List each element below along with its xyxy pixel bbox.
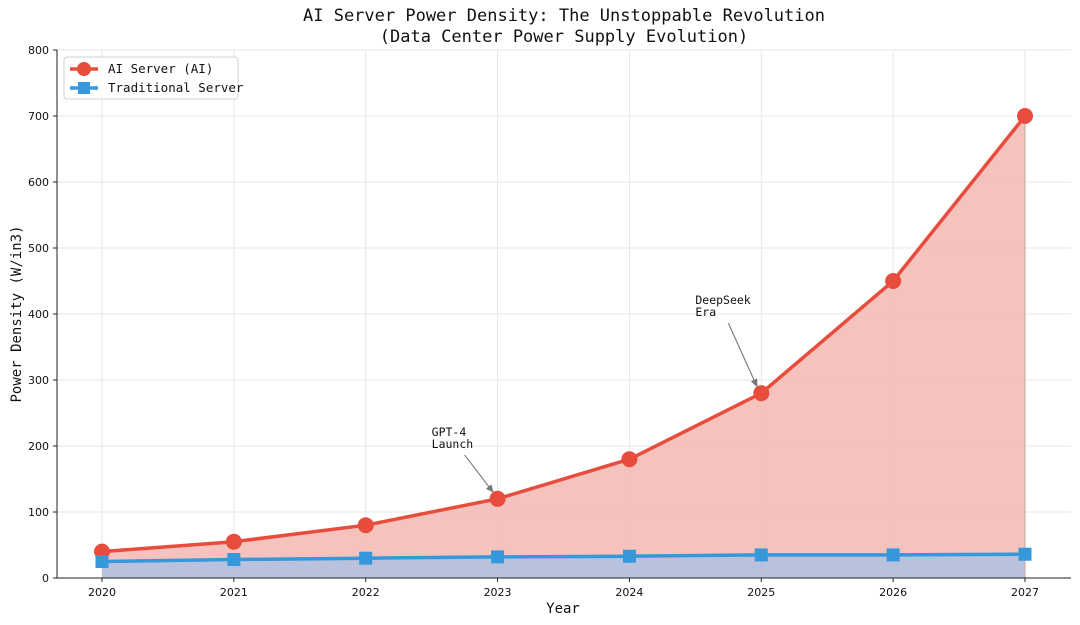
x-tick-label: 2021: [220, 586, 248, 599]
annotation-label: DeepSeek: [695, 293, 750, 307]
y-tick-label: 600: [28, 176, 49, 189]
legend-marker-traditional: [78, 82, 90, 94]
x-tick-label: 2027: [1011, 586, 1039, 599]
area-fills: [102, 116, 1026, 578]
x-tick-label: 2020: [88, 586, 116, 599]
chart-subtitle: (Data Center Power Supply Evolution): [380, 27, 748, 47]
data-point-ai: [225, 533, 242, 550]
data-point-traditional: [95, 555, 109, 568]
annotation-arrowhead: [750, 378, 758, 388]
y-tick-label: 100: [28, 506, 49, 519]
legend-label-ai: AI Server (AI): [108, 61, 213, 76]
data-point-traditional: [754, 548, 768, 562]
y-tick-label: 200: [28, 440, 49, 453]
annotation-label: GPT-4: [432, 425, 467, 439]
y-tick-label: 500: [28, 242, 49, 255]
data-point-traditional: [1018, 547, 1032, 561]
data-point-ai: [885, 273, 902, 289]
y-tick-label: 300: [28, 374, 49, 387]
x-tick-label: 2023: [484, 586, 512, 599]
data-point-traditional: [622, 549, 636, 563]
y-tick-label: 800: [28, 44, 49, 57]
legend-box: [63, 56, 239, 100]
series-lines: [94, 108, 1033, 568]
series-line-traditional: [101, 552, 1026, 564]
data-point-ai: [753, 385, 770, 402]
y-tick-label: 0: [42, 572, 49, 585]
x-tick-label: 2026: [879, 586, 907, 599]
x-tick-label: 2022: [352, 586, 380, 599]
data-point-traditional: [359, 551, 373, 565]
tick-labels: 2020 2021 2022 2023 2024 2025 2026 2027 0 100 200 3…: [28, 44, 1039, 599]
area-fill-ai: [102, 116, 1025, 562]
annotation-label: Launch: [432, 437, 474, 451]
data-point-ai: [489, 490, 506, 507]
annotation-arrow: [727, 322, 758, 388]
y-axis-label: Power Density (W/in3): [9, 225, 25, 402]
annotation-arrowhead: [485, 484, 494, 493]
legend-label-traditional: Traditional Server: [108, 80, 244, 95]
data-point-ai: [357, 517, 374, 534]
data-point-ai: [621, 451, 638, 468]
y-tick-label: 700: [28, 110, 49, 123]
y-tick-label: 400: [28, 308, 49, 321]
annotation-label: Era: [695, 305, 716, 319]
x-tick-label: 2024: [615, 586, 643, 599]
x-axis-label: Year: [546, 601, 580, 617]
chart-title: AI Server Power Density: The Unstoppable…: [303, 6, 825, 26]
x-tick-label: 2025: [747, 586, 775, 599]
data-point-traditional: [886, 548, 900, 562]
series-line-ai: [101, 114, 1027, 554]
legend-marker-ai: [77, 62, 91, 76]
data-point-traditional: [491, 550, 505, 564]
data-point-ai: [1017, 108, 1033, 124]
legend: AI Server (AI) Traditional Server: [63, 56, 244, 100]
data-point-traditional: [227, 553, 241, 567]
